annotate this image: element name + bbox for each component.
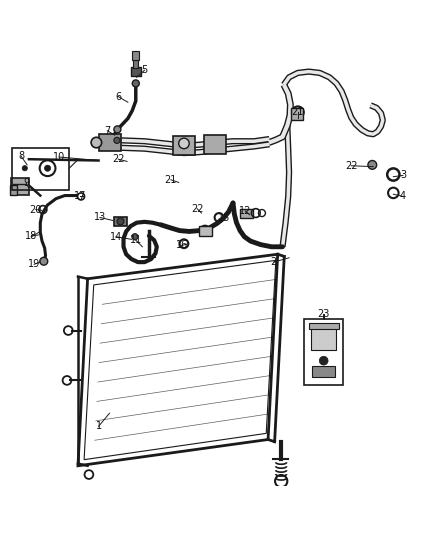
Text: 23: 23 (317, 309, 329, 319)
Text: 5: 5 (141, 65, 148, 75)
Circle shape (117, 218, 124, 225)
Circle shape (200, 225, 210, 236)
Circle shape (179, 138, 189, 149)
Bar (309, 322, 339, 329)
Bar (133, 60, 138, 68)
Circle shape (91, 138, 102, 148)
Text: 15: 15 (218, 213, 230, 223)
Text: 13: 13 (94, 213, 106, 222)
Bar (204, 135, 226, 155)
Bar (312, 366, 335, 377)
Text: 14: 14 (110, 232, 122, 242)
Circle shape (292, 106, 304, 118)
Text: 10: 10 (53, 152, 65, 162)
Circle shape (22, 166, 28, 171)
Text: 17: 17 (74, 191, 86, 201)
Text: 3: 3 (400, 171, 406, 180)
Bar (199, 226, 212, 236)
Text: 18: 18 (25, 231, 38, 241)
Bar (12, 148, 69, 190)
Text: 11: 11 (130, 235, 142, 245)
Circle shape (132, 80, 139, 87)
Bar (99, 134, 121, 151)
Text: 19: 19 (28, 260, 40, 269)
Text: 16: 16 (176, 240, 188, 251)
Text: 22: 22 (345, 161, 357, 171)
Bar (10, 185, 17, 195)
Circle shape (45, 165, 51, 171)
Bar (132, 51, 139, 60)
Bar (11, 178, 29, 195)
Circle shape (114, 138, 120, 143)
Text: 22: 22 (191, 204, 203, 214)
Text: 20: 20 (30, 205, 42, 215)
Text: 1: 1 (95, 422, 102, 431)
Bar (173, 136, 195, 155)
Text: 8: 8 (18, 151, 24, 161)
Text: 2: 2 (271, 257, 277, 267)
Circle shape (132, 233, 138, 240)
Circle shape (114, 126, 121, 133)
Bar (114, 216, 127, 226)
Text: 21: 21 (165, 175, 177, 185)
Circle shape (40, 257, 48, 265)
Text: 12: 12 (239, 206, 251, 216)
Bar (240, 209, 253, 219)
Text: 21: 21 (292, 107, 304, 117)
Bar (131, 67, 141, 76)
Bar (291, 108, 303, 120)
Text: 6: 6 (115, 92, 121, 102)
Bar (304, 319, 343, 385)
Text: 9: 9 (23, 178, 29, 188)
Circle shape (319, 356, 328, 365)
Text: 7: 7 (104, 126, 110, 136)
Text: 4: 4 (400, 191, 406, 201)
Circle shape (368, 160, 377, 169)
Text: 22: 22 (112, 154, 124, 164)
Bar (311, 327, 336, 350)
